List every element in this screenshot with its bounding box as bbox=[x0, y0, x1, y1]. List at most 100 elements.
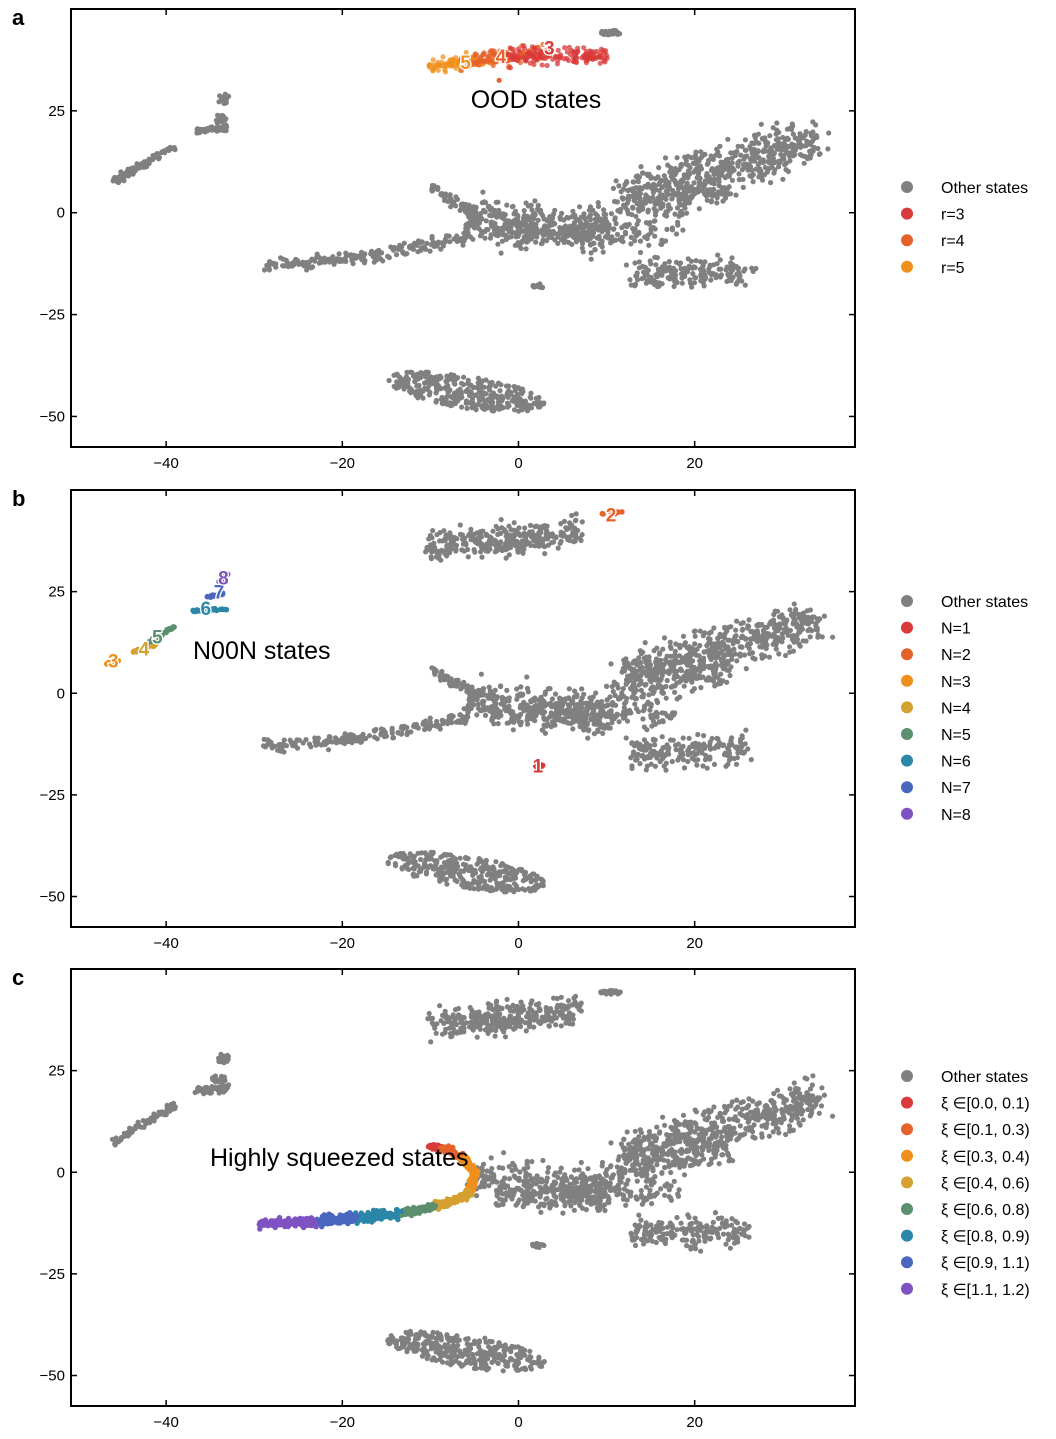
point-other bbox=[400, 250, 406, 256]
point-r=3 bbox=[593, 55, 600, 61]
point-other bbox=[478, 877, 484, 883]
point-other bbox=[374, 736, 380, 742]
point-other bbox=[619, 195, 625, 201]
point-other bbox=[725, 163, 731, 169]
point-other bbox=[521, 872, 528, 878]
point-other bbox=[199, 128, 205, 134]
point-other bbox=[482, 228, 488, 234]
point-other bbox=[742, 137, 749, 143]
point-other bbox=[648, 174, 655, 180]
point-other bbox=[445, 198, 451, 204]
point-other bbox=[558, 718, 564, 724]
point-other bbox=[722, 652, 729, 658]
y-tick-label: −25 bbox=[40, 787, 65, 804]
point-other bbox=[651, 752, 657, 758]
point-other bbox=[132, 167, 139, 174]
point-other bbox=[632, 226, 638, 232]
point-other bbox=[373, 726, 379, 733]
point-other bbox=[736, 177, 742, 183]
point-other bbox=[572, 538, 578, 544]
point-other bbox=[485, 693, 492, 699]
point-other bbox=[495, 882, 502, 889]
point-r=3 bbox=[539, 62, 545, 68]
point-other bbox=[695, 189, 701, 195]
point-other bbox=[647, 279, 653, 285]
point-other bbox=[728, 624, 734, 630]
point-other bbox=[736, 171, 742, 177]
point-other bbox=[656, 651, 663, 657]
point-other bbox=[647, 663, 653, 669]
point-other bbox=[706, 266, 712, 272]
point-other bbox=[732, 152, 739, 159]
point-other bbox=[462, 714, 468, 721]
point-other bbox=[504, 876, 510, 882]
point-other bbox=[704, 197, 710, 203]
point-other bbox=[760, 159, 767, 166]
point-other bbox=[802, 132, 808, 138]
point-other bbox=[538, 210, 544, 217]
marker-label-r=3: 3 bbox=[544, 39, 555, 60]
point-other bbox=[659, 281, 665, 287]
point-other bbox=[671, 283, 677, 289]
y-tick-label: 0 bbox=[57, 685, 65, 702]
point-other bbox=[572, 212, 578, 218]
point-other bbox=[726, 667, 732, 674]
point-other bbox=[467, 885, 473, 891]
point-other bbox=[579, 686, 585, 692]
point-other bbox=[670, 187, 676, 194]
point-other bbox=[640, 753, 646, 759]
point-other bbox=[486, 684, 492, 690]
point-other bbox=[511, 407, 518, 413]
point-other bbox=[583, 236, 590, 242]
point-other bbox=[431, 666, 437, 672]
point-other bbox=[513, 219, 519, 225]
point-other bbox=[323, 258, 329, 264]
point-other bbox=[517, 692, 523, 698]
point-other bbox=[685, 747, 691, 753]
point-other bbox=[716, 740, 722, 746]
point-other bbox=[514, 393, 521, 399]
point-other bbox=[752, 630, 758, 636]
point-other bbox=[625, 197, 632, 203]
point-other bbox=[704, 171, 710, 177]
point-other bbox=[542, 716, 548, 722]
point-other bbox=[760, 627, 767, 634]
point-other bbox=[464, 405, 470, 411]
point-other bbox=[471, 877, 477, 884]
point-other bbox=[647, 743, 653, 749]
point-other bbox=[570, 699, 576, 705]
point-other bbox=[528, 708, 534, 714]
point-other bbox=[499, 861, 505, 867]
point-other bbox=[532, 198, 538, 204]
point-other bbox=[654, 255, 661, 261]
point-other bbox=[734, 755, 741, 761]
point-other bbox=[613, 237, 619, 243]
point-other bbox=[438, 854, 444, 860]
point-other bbox=[551, 230, 558, 236]
point-other bbox=[514, 686, 520, 692]
point-other bbox=[714, 146, 720, 152]
point-other bbox=[261, 267, 268, 273]
point-other bbox=[488, 212, 494, 218]
point-other bbox=[716, 176, 722, 182]
point-other bbox=[610, 700, 616, 706]
point-other bbox=[705, 648, 711, 654]
point-other bbox=[569, 512, 575, 519]
point-other bbox=[410, 865, 416, 872]
point-other bbox=[690, 271, 696, 277]
point-other bbox=[404, 724, 410, 731]
point-other bbox=[728, 262, 734, 268]
point-other bbox=[679, 275, 685, 281]
point-other bbox=[703, 193, 710, 199]
point-other bbox=[609, 683, 615, 690]
point-other bbox=[623, 262, 630, 268]
point-other bbox=[693, 275, 699, 281]
point-other bbox=[597, 223, 603, 230]
point-other bbox=[590, 240, 597, 246]
point-other bbox=[564, 233, 570, 239]
point-other bbox=[652, 201, 658, 207]
point-other bbox=[522, 525, 528, 531]
point-other bbox=[784, 126, 791, 132]
point-other bbox=[396, 374, 403, 380]
